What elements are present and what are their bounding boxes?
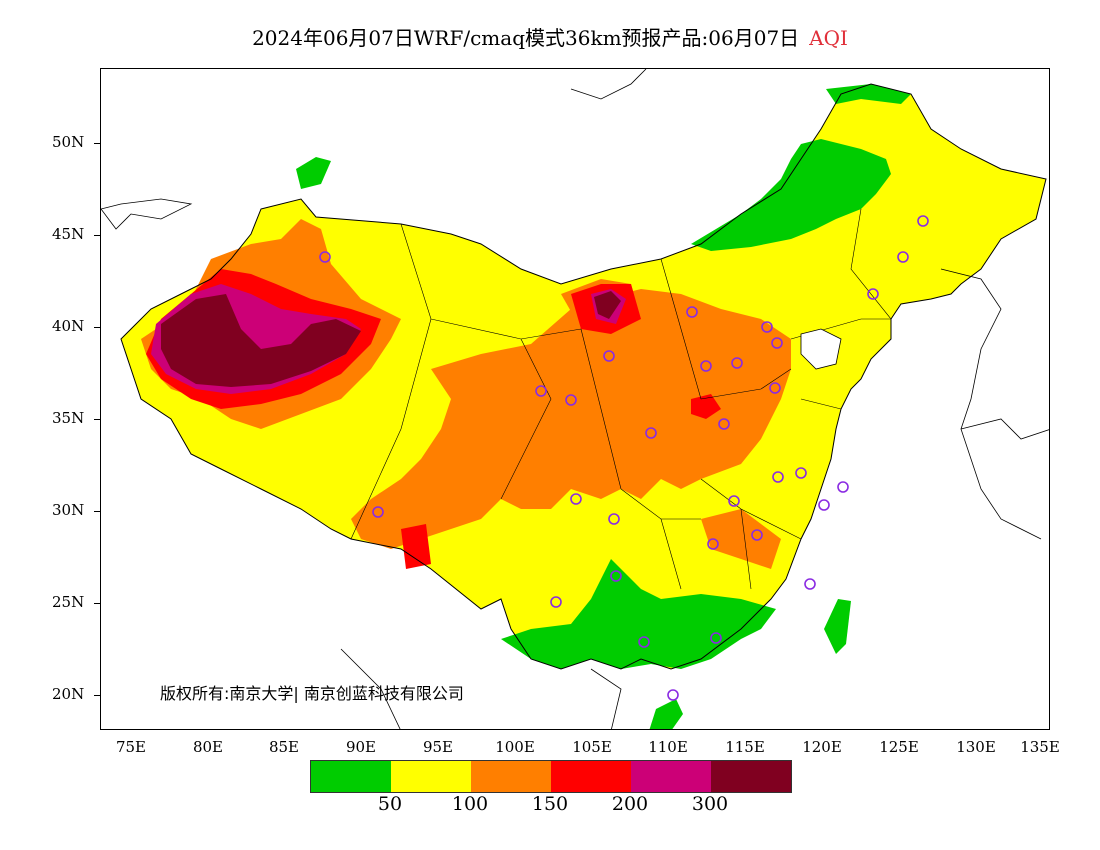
variable-label: AQI	[809, 26, 848, 50]
city-marker	[837, 481, 849, 493]
aqi-map	[101, 69, 1049, 729]
y-tick	[94, 327, 100, 328]
city-marker	[795, 467, 807, 479]
city-marker	[818, 499, 830, 511]
region-hazardous-north	[594, 291, 621, 319]
copyright-text: 版权所有:南京大学| 南京创蓝科技有限公司	[160, 684, 464, 703]
y-tick	[94, 511, 100, 512]
city-marker	[535, 385, 547, 397]
region-good-south	[501, 559, 776, 669]
lon-label: 80E	[192, 738, 224, 756]
lon-label: 110E	[648, 738, 688, 756]
city-marker	[707, 538, 719, 550]
lat-label: 40N	[52, 317, 85, 335]
city-marker	[570, 493, 582, 505]
city-marker	[700, 360, 712, 372]
city-marker	[761, 321, 773, 333]
color-legend	[310, 760, 792, 793]
city-marker	[610, 570, 622, 582]
city-marker	[372, 506, 384, 518]
region-unhealthy-central	[691, 394, 721, 419]
city-marker	[804, 578, 816, 590]
lon-label: 120E	[802, 738, 842, 756]
city-marker	[718, 418, 730, 430]
y-tick	[94, 695, 100, 696]
lat-label: 25N	[52, 593, 85, 611]
region-sensitive-central	[351, 289, 791, 549]
city-marker	[645, 427, 657, 439]
city-marker	[550, 596, 562, 608]
lon-label: 90E	[345, 738, 377, 756]
region-good-northeast	[691, 139, 891, 251]
lon-label: 125E	[879, 738, 919, 756]
chart-title: 2024年06月07日WRF/cmaq模式36km预报产品:06月07日 AQI	[0, 22, 1100, 51]
lon-label: 85E	[268, 738, 300, 756]
city-marker	[565, 394, 577, 406]
lon-label: 95E	[422, 738, 454, 756]
legend-swatch	[551, 761, 631, 792]
city-marker	[917, 215, 929, 227]
city-marker	[319, 251, 331, 263]
lon-label: 115E	[725, 738, 765, 756]
legend-label: 200	[611, 793, 649, 815]
city-marker	[667, 689, 679, 701]
lat-label: 45N	[52, 225, 85, 243]
city-marker	[686, 306, 698, 318]
region-good-altai	[296, 157, 331, 189]
region-good-taiwan	[824, 599, 851, 654]
province-lines	[350, 208, 892, 590]
city-marker	[638, 636, 650, 648]
y-tick	[94, 419, 100, 420]
national-border	[120, 83, 1047, 670]
legend-label: 300	[691, 793, 729, 815]
legend-swatch	[711, 761, 791, 792]
legend-swatch	[631, 761, 711, 792]
city-marker	[771, 337, 783, 349]
city-marker	[603, 350, 615, 362]
city-marker	[769, 382, 781, 394]
lon-label: 75E	[115, 738, 147, 756]
lon-label: 100E	[495, 738, 535, 756]
legend-swatch	[311, 761, 391, 792]
city-marker	[728, 495, 740, 507]
region-sensitive-east	[701, 509, 781, 569]
city-marker	[751, 529, 763, 541]
y-tick	[94, 603, 100, 604]
region-hazardous	[161, 294, 361, 387]
lat-label: 35N	[52, 409, 85, 427]
region-unhealthy-tibet	[401, 524, 431, 569]
lat-label: 20N	[52, 685, 85, 703]
neighbor-coastline	[101, 69, 1049, 729]
map-frame	[100, 68, 1050, 730]
lon-label: 130E	[956, 738, 996, 756]
legend-swatch	[391, 761, 471, 792]
region-good-hainan	[649, 699, 683, 729]
title-text: 2024年06月07日WRF/cmaq模式36km预报产品:06月07日	[252, 26, 800, 50]
city-marker	[710, 632, 722, 644]
city-marker	[772, 471, 784, 483]
y-tick	[94, 143, 100, 144]
lat-label: 50N	[52, 133, 85, 151]
legend-label: 100	[451, 793, 489, 815]
city-marker	[897, 251, 909, 263]
y-tick	[94, 235, 100, 236]
legend-swatch	[471, 761, 551, 792]
city-marker	[608, 513, 620, 525]
legend-label: 150	[531, 793, 569, 815]
bohai-sea	[800, 328, 842, 370]
legend-label: 50	[377, 793, 403, 815]
lon-label: 135E	[1020, 738, 1060, 756]
lat-label: 30N	[52, 501, 85, 519]
lon-label: 105E	[572, 738, 612, 756]
city-marker	[731, 357, 743, 369]
city-marker	[867, 288, 879, 300]
